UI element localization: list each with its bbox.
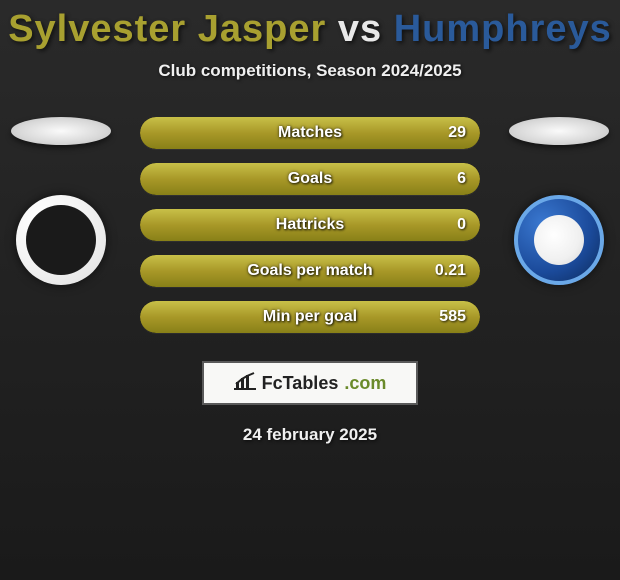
chart-icon — [234, 372, 256, 395]
stat-label: Matches — [278, 124, 342, 142]
stat-bar: Goals per match 0.21 — [140, 255, 480, 287]
brand-name: FcTables — [262, 373, 339, 394]
stat-label: Min per goal — [263, 308, 357, 326]
title-player2: Humphreys — [394, 8, 612, 50]
stat-bar: Matches 29 — [140, 117, 480, 149]
comparison-stage: Matches 29 Goals 6 Hattricks 0 Goals per… — [0, 117, 620, 337]
club-crest-right — [514, 195, 604, 285]
title-player1: Sylvester Jasper — [8, 8, 326, 50]
stat-value: 0.21 — [435, 262, 466, 280]
stat-value: 0 — [457, 216, 466, 234]
stat-bar: Goals 6 — [140, 163, 480, 195]
club-crest-left — [16, 195, 106, 285]
subtitle: Club competitions, Season 2024/2025 — [0, 61, 620, 81]
stat-bars: Matches 29 Goals 6 Hattricks 0 Goals per… — [140, 117, 480, 333]
stat-label: Goals — [288, 170, 332, 188]
player-right-slot — [504, 117, 614, 285]
player-right-silhouette — [509, 117, 609, 145]
stat-bar: Hattricks 0 — [140, 209, 480, 241]
date-label: 24 february 2025 — [0, 425, 620, 445]
title-vs: vs — [338, 8, 382, 50]
player-left-silhouette — [11, 117, 111, 145]
brand-domain: .com — [344, 373, 386, 394]
stat-value: 585 — [439, 308, 466, 326]
stat-value: 6 — [457, 170, 466, 188]
page-title: Sylvester Jasper vs Humphreys — [0, 0, 620, 51]
brand-badge: FcTables.com — [202, 361, 418, 405]
stat-value: 29 — [448, 124, 466, 142]
stat-label: Hattricks — [276, 216, 344, 234]
player-left-slot — [6, 117, 116, 285]
stat-label: Goals per match — [247, 262, 372, 280]
stat-bar: Min per goal 585 — [140, 301, 480, 333]
